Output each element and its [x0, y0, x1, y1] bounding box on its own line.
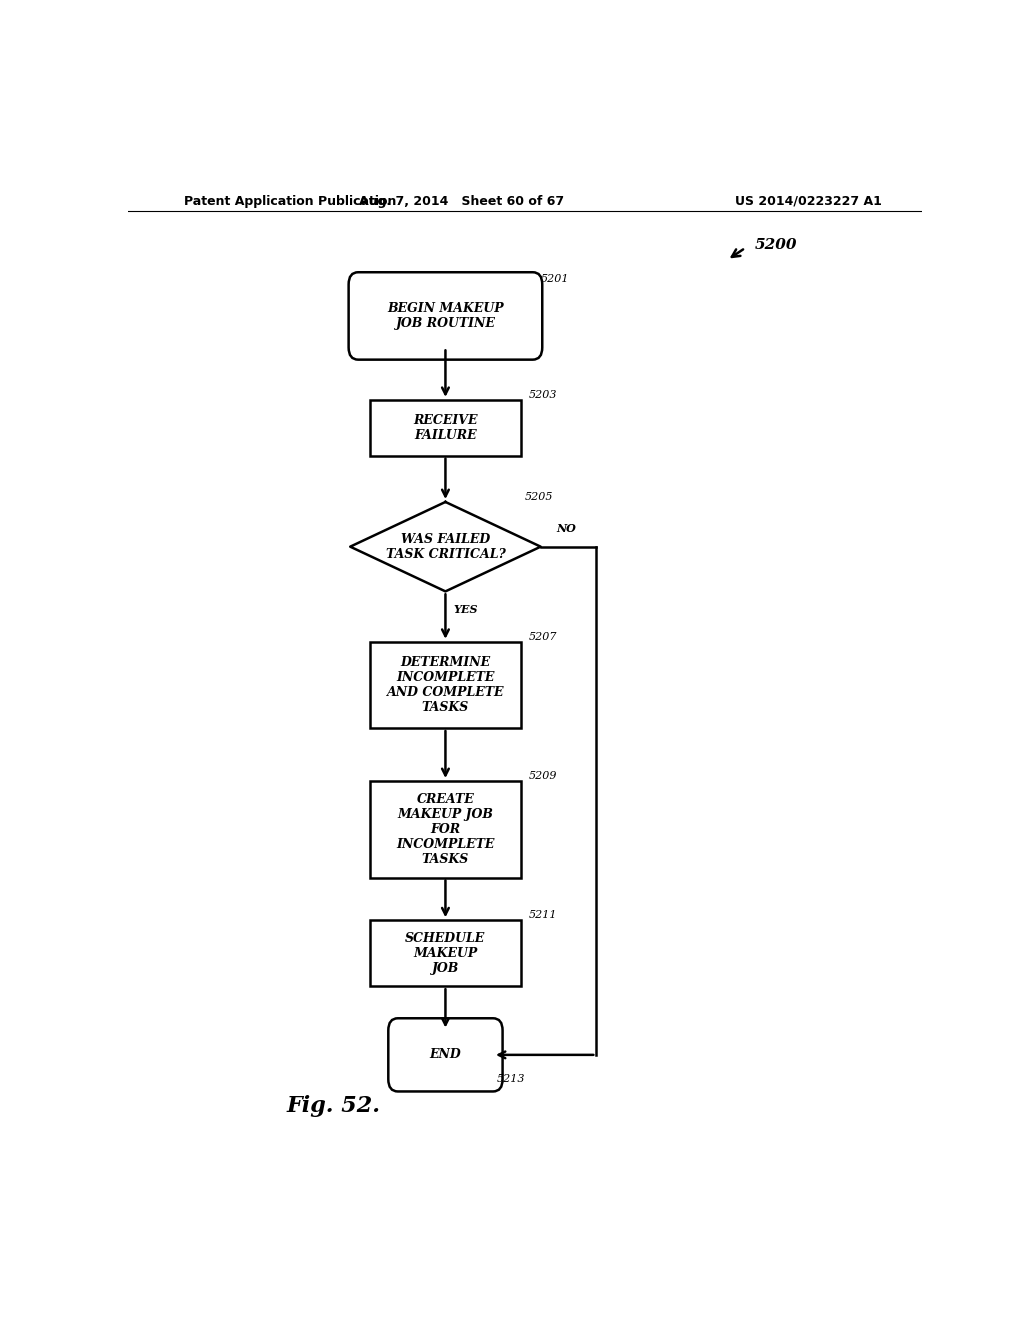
Text: Fig. 52.: Fig. 52. [287, 1094, 381, 1117]
Text: BEGIN MAKEUP
JOB ROUTINE: BEGIN MAKEUP JOB ROUTINE [387, 302, 504, 330]
Bar [370, 642, 521, 729]
Text: Patent Application Publication: Patent Application Publication [183, 194, 396, 207]
Text: END: END [429, 1048, 462, 1061]
Text: 5211: 5211 [528, 911, 557, 920]
Text: 5203: 5203 [528, 389, 557, 400]
Polygon shape [350, 502, 541, 591]
Text: 5200: 5200 [755, 238, 798, 252]
Bar [370, 400, 521, 455]
Text: 5207: 5207 [528, 632, 557, 642]
Text: RECEIVE
FAILURE: RECEIVE FAILURE [414, 413, 477, 442]
Bar [370, 920, 521, 986]
Text: CREATE
MAKEUP JOB
FOR
INCOMPLETE
TASKS: CREATE MAKEUP JOB FOR INCOMPLETE TASKS [396, 793, 495, 866]
Text: NO: NO [557, 524, 577, 535]
Text: YES: YES [454, 603, 478, 615]
Text: SCHEDULE
MAKEUP
JOB: SCHEDULE MAKEUP JOB [406, 932, 485, 974]
Text: Aug. 7, 2014   Sheet 60 of 67: Aug. 7, 2014 Sheet 60 of 67 [358, 194, 564, 207]
FancyBboxPatch shape [388, 1018, 503, 1092]
FancyBboxPatch shape [348, 272, 543, 359]
Text: 5201: 5201 [541, 275, 569, 284]
Text: DETERMINE
INCOMPLETE
AND COMPLETE
TASKS: DETERMINE INCOMPLETE AND COMPLETE TASKS [387, 656, 504, 714]
Text: 5213: 5213 [497, 1074, 525, 1084]
Text: WAS FAILED
TASK CRITICAL?: WAS FAILED TASK CRITICAL? [385, 533, 506, 561]
Bar [370, 781, 521, 878]
Text: 5205: 5205 [524, 492, 553, 502]
Text: 5209: 5209 [528, 771, 557, 781]
Text: US 2014/0223227 A1: US 2014/0223227 A1 [735, 194, 882, 207]
